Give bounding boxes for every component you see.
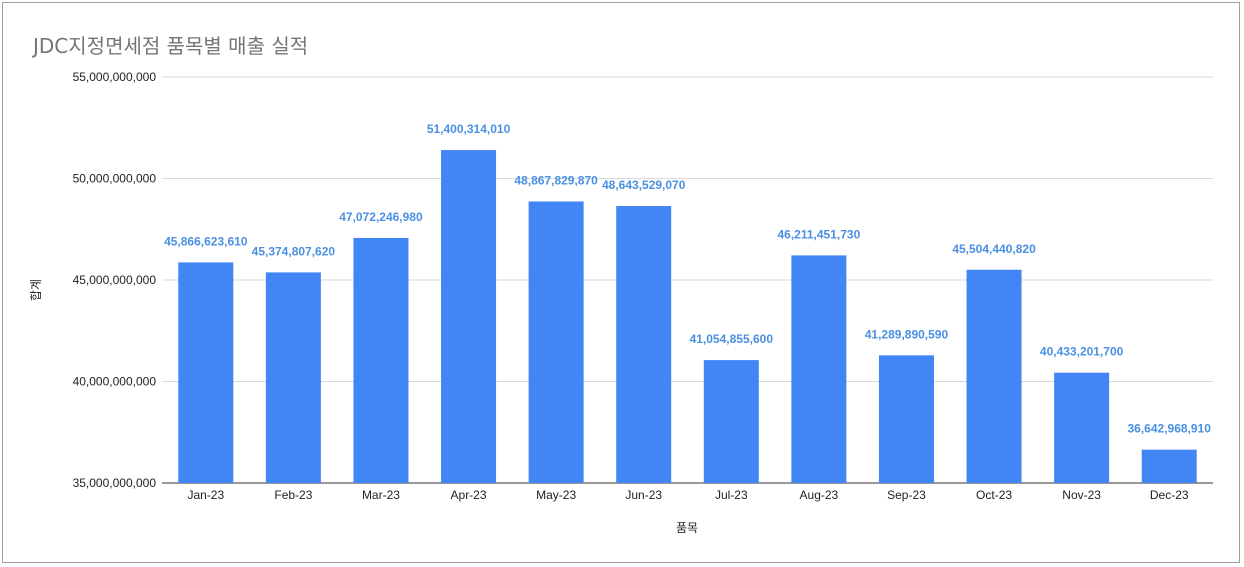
x-tick-label: Nov-23 bbox=[1062, 488, 1101, 502]
y-tick-label: 50,000,000,000 bbox=[73, 172, 157, 186]
bar-dec-23 bbox=[1141, 449, 1197, 483]
bar-jul-23 bbox=[703, 360, 759, 483]
bar-feb-23 bbox=[265, 272, 321, 483]
chart-title: JDC지정면세점 품목별 매출 실적 bbox=[33, 34, 309, 58]
data-label: 48,643,529,070 bbox=[602, 178, 686, 192]
x-axis-title: 품목 bbox=[676, 521, 698, 535]
x-tick-label: Sep-23 bbox=[887, 488, 926, 502]
x-tick-label: Dec-23 bbox=[1150, 488, 1189, 502]
bar-oct-23 bbox=[966, 269, 1022, 483]
x-tick-label: Jul-23 bbox=[715, 488, 748, 502]
data-label: 41,054,855,600 bbox=[690, 332, 774, 346]
data-label: 45,374,807,620 bbox=[252, 244, 336, 258]
bar-sep-23 bbox=[878, 355, 934, 483]
x-tick-label: Mar-23 bbox=[362, 488, 400, 502]
data-label: 47,072,246,980 bbox=[339, 210, 423, 224]
y-tick-label: 35,000,000,000 bbox=[73, 476, 157, 490]
data-label: 36,642,968,910 bbox=[1127, 422, 1211, 436]
data-label: 45,504,440,820 bbox=[952, 242, 1036, 256]
data-label: 45,866,623,610 bbox=[164, 234, 248, 248]
bar-jun-23 bbox=[616, 206, 672, 483]
bar-aug-23 bbox=[791, 255, 847, 483]
data-label: 41,289,890,590 bbox=[865, 327, 949, 341]
data-labels: 45,866,623,610 45,374,807,620 47,072,246,9… bbox=[164, 122, 1211, 436]
y-tick-label: 45,000,000,000 bbox=[73, 273, 157, 287]
bar-apr-23 bbox=[441, 150, 497, 484]
x-tick-label: Jun-23 bbox=[625, 488, 662, 502]
data-label: 48,867,829,870 bbox=[514, 173, 598, 187]
x-tick-label: Oct-23 bbox=[976, 488, 1012, 502]
bars bbox=[178, 150, 1197, 484]
bar-jan-23 bbox=[178, 262, 234, 483]
x-tick-label: Feb-23 bbox=[274, 488, 312, 502]
y-axis-ticks: 35,000,000,000 40,000,000,000 45,000,000,0… bbox=[73, 70, 157, 490]
y-axis-title: 합계 bbox=[29, 279, 43, 301]
data-label: 46,211,451,730 bbox=[777, 227, 860, 241]
bar-may-23 bbox=[528, 201, 584, 484]
x-tick-label: Aug-23 bbox=[800, 488, 839, 502]
x-tick-label: May-23 bbox=[536, 488, 576, 502]
bar-mar-23 bbox=[353, 237, 409, 483]
data-label: 40,433,201,700 bbox=[1040, 345, 1124, 359]
x-tick-label: Apr-23 bbox=[451, 488, 487, 502]
y-tick-label: 55,000,000,000 bbox=[73, 70, 157, 84]
x-axis-ticks: Jan-23 Feb-23 Mar-23 Apr-23 May-23 Jun-23 Jul-… bbox=[187, 488, 1188, 502]
data-label: 51,400,314,010 bbox=[427, 122, 511, 136]
grid-lines bbox=[162, 76, 1213, 484]
x-tick-label: Jan-23 bbox=[187, 488, 224, 502]
bar-nov-23 bbox=[1054, 372, 1110, 483]
y-tick-label: 40,000,000,000 bbox=[73, 375, 157, 389]
